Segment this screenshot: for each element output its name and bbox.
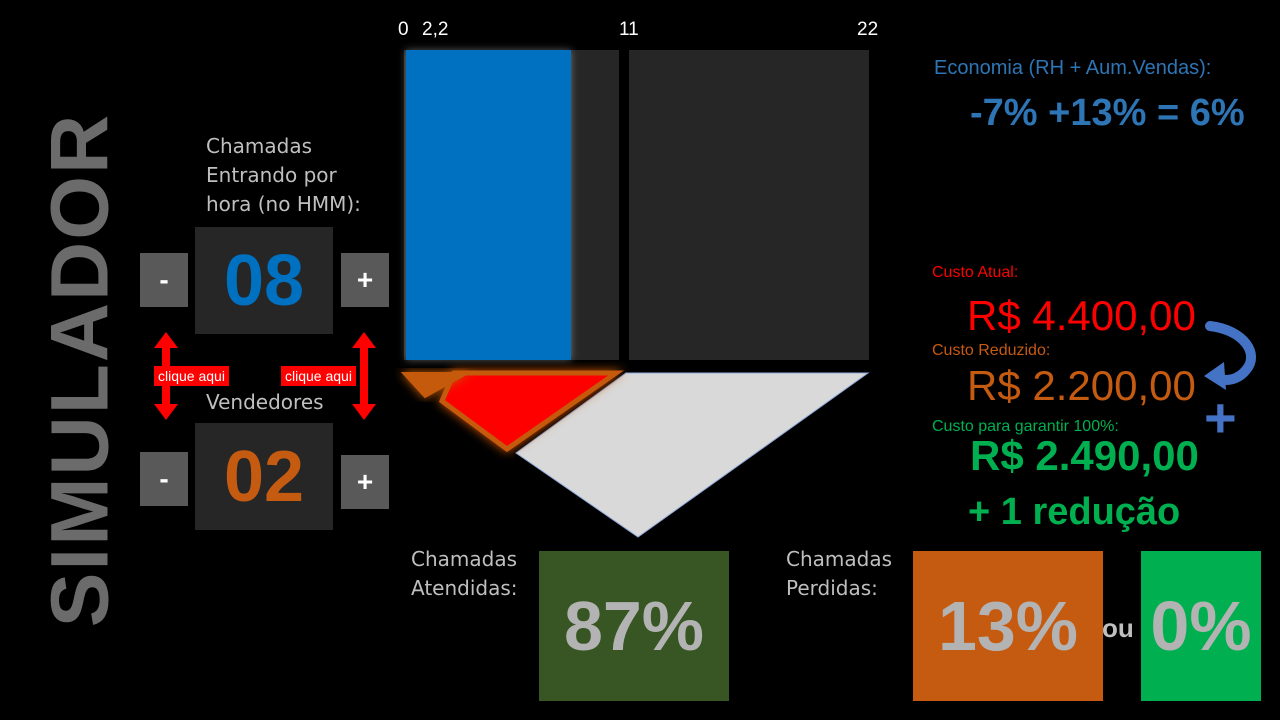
answered-label-line-1: Chamadas [411,547,518,571]
current-cost-value: R$ 4.400,00 [967,292,1196,339]
economy-value: -7% +13% = 6% [970,92,1245,134]
simulator-title: SIMULADOR [30,113,130,628]
capacity-visual [400,50,870,538]
capacity-bar-blue [406,50,571,360]
lost-alt-percent: 0% [1141,551,1261,701]
funnel-red [438,370,624,453]
calls-minus-button[interactable]: - [140,253,188,307]
capacity-panel-second [629,50,869,360]
hint-click-left[interactable]: clique aqui [154,366,229,386]
or-label: ou [1102,613,1134,643]
reduced-cost-value: R$ 2.200,00 [967,362,1196,409]
plus-sign-icon: + [1204,386,1237,449]
scale-tick-2-2: 2,2 [422,19,449,40]
lost-label-line-1: Chamadas [786,547,893,571]
guarantee-cost-label: Custo para garantir 100%: [932,418,1119,435]
calls-label-line-3: hora (no HMM): [206,192,361,216]
guarantee-cost-value: R$ 2.490,00 [970,432,1199,479]
scale-tick-22: 22 [857,19,879,40]
sellers-minus-button[interactable]: - [140,452,188,506]
funnel-orange [400,372,472,399]
answered-percent: 87% [539,551,729,701]
calls-label-line-2: Entrando por [206,163,337,187]
reduced-cost-label: Custo Reduzido: [932,342,1051,359]
sellers-counter: 02 [195,423,333,530]
right-double-arrow-icon [352,332,376,420]
hint-click-right[interactable]: clique aqui [281,366,356,386]
curved-arrow-icon [1204,321,1256,390]
current-cost-label: Custo Atual: [932,264,1019,281]
calls-plus-button[interactable]: + [341,253,389,307]
sellers-label: Vendedores [206,390,324,414]
calls-label-line-1: Chamadas [206,134,313,158]
answered-label-line-2: Atendidas: [411,576,518,600]
answered-label: Chamadas Atendidas: [411,545,518,603]
economy-label: Economia (RH + Aum.Vendas): [934,57,1212,79]
calls-counter: 08 [195,227,333,334]
extra-reduction: + 1 redução [968,491,1181,533]
lost-percent: 13% [913,551,1103,701]
sellers-plus-button[interactable]: + [341,455,389,509]
simulator-title-text: SIMULADOR [34,112,125,628]
lost-label: Chamadas Perdidas: [786,545,892,603]
calls-label: Chamadas Entrando por hora (no HMM): [206,132,406,219]
scale-tick-0: 0 [398,19,409,40]
scale-tick-11: 11 [619,19,639,40]
funnel-gray [515,372,870,538]
lost-label-line-2: Perdidas: [786,576,878,600]
